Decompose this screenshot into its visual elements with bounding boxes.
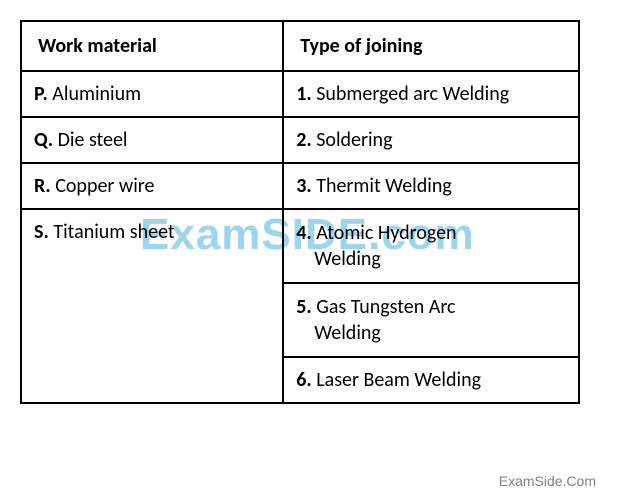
cell-5: 5. Gas Tungsten Arc Welding — [283, 283, 579, 357]
prefix: 3. — [296, 174, 311, 198]
cell-text: Thermit Welding — [312, 174, 452, 198]
cell-p: P. Aluminium — [21, 71, 283, 117]
header-left: Work material — [21, 21, 283, 71]
prefix: S. — [34, 220, 49, 244]
footer-watermark: ExamSide.Com — [499, 473, 596, 489]
prefix: R. — [34, 174, 51, 198]
cell-2: 2. Soldering — [283, 117, 579, 163]
table-header-row: Work material Type of joining — [21, 21, 579, 71]
cell-3: 3. Thermit Welding — [283, 163, 579, 209]
cell-text: Submerged arc Welding — [312, 82, 509, 106]
cell-r: R. Copper wire — [21, 163, 283, 209]
prefix: 1. — [296, 82, 311, 106]
cell-6: 6. Laser Beam Welding — [283, 357, 579, 403]
table-row: S. Titanium sheet 4. Atomic Hydrogen Wel… — [21, 209, 579, 283]
cell-text-line1: Atomic Hydrogen — [312, 221, 457, 245]
prefix: P. — [34, 82, 48, 106]
prefix: 6. — [296, 368, 311, 392]
table-row: Q. Die steel 2. Soldering — [21, 117, 579, 163]
cell-1: 1. Submerged arc Welding — [283, 71, 579, 117]
cell-text: Copper wire — [51, 174, 155, 198]
cell-4: 4. Atomic Hydrogen Welding — [283, 209, 579, 283]
cell-text: Soldering — [312, 128, 393, 152]
table-row: R. Copper wire 3. Thermit Welding — [21, 163, 579, 209]
cell-text: Aluminium — [48, 82, 141, 106]
prefix: 5. — [296, 295, 311, 319]
cell-text: Laser Beam Welding — [312, 368, 481, 392]
cell-q: Q. Die steel — [21, 117, 283, 163]
cell-text-line2: Welding — [296, 246, 381, 272]
prefix: 4. — [296, 221, 311, 245]
table-row: P. Aluminium 1. Submerged arc Welding — [21, 71, 579, 117]
cell-text-line1: Gas Tungsten Arc — [312, 295, 456, 319]
header-right: Type of joining — [283, 21, 579, 71]
prefix: Q. — [34, 128, 53, 152]
matching-table: Work material Type of joining P. Alumini… — [20, 20, 580, 404]
cell-text-line2: Welding — [296, 320, 381, 346]
cell-text: Die steel — [53, 128, 127, 152]
cell-s: S. Titanium sheet — [21, 209, 283, 403]
cell-text: Titanium sheet — [49, 220, 175, 244]
prefix: 2. — [296, 128, 311, 152]
